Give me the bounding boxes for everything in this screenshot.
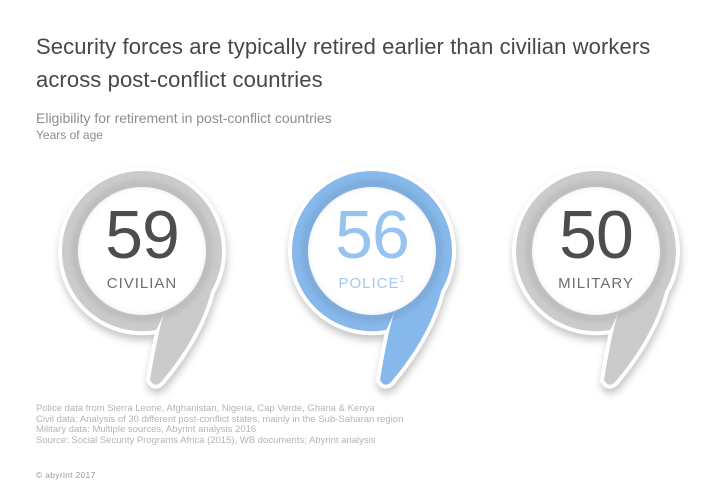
- pin-police: 56 POLICE1: [272, 159, 472, 399]
- chart-subtitle: Eligibility for retirement in post-confl…: [36, 110, 332, 126]
- pin-inner-shadow: [526, 181, 666, 321]
- map-pin-icon: [511, 167, 681, 389]
- pin-civilian: 59 CIVILIAN: [42, 159, 242, 399]
- page-title-line1: Security forces are typically retired ea…: [36, 34, 651, 59]
- map-pin-icon: [57, 167, 227, 389]
- footnotes: Police data from Sierra Leone, Afghanist…: [36, 403, 404, 446]
- pin-military: 50 MILITARY: [496, 159, 696, 399]
- footnote-line: Police data from Sierra Leone, Afghanist…: [36, 403, 375, 414]
- map-pin-icon: [287, 167, 457, 389]
- pin-inner-shadow: [302, 181, 442, 321]
- page-title-line2: across post-conflict countries: [36, 67, 323, 92]
- pin-inner-shadow: [72, 181, 212, 321]
- page-title: Security forces are typically retired ea…: [36, 30, 650, 96]
- pin-hole: [78, 187, 206, 315]
- pin-hole: [532, 187, 660, 315]
- unit-label: Years of age: [36, 128, 103, 142]
- footnote-line: Civil data: Analysis of 30 different pos…: [36, 413, 404, 425]
- footnote-line: Source: Social Security Programs Africa …: [36, 434, 376, 446]
- copyright: © abyrint 2017: [36, 470, 96, 480]
- footnote-line: Military data: Multiple sources, Abyrint…: [36, 424, 257, 435]
- pin-hole: [308, 187, 436, 315]
